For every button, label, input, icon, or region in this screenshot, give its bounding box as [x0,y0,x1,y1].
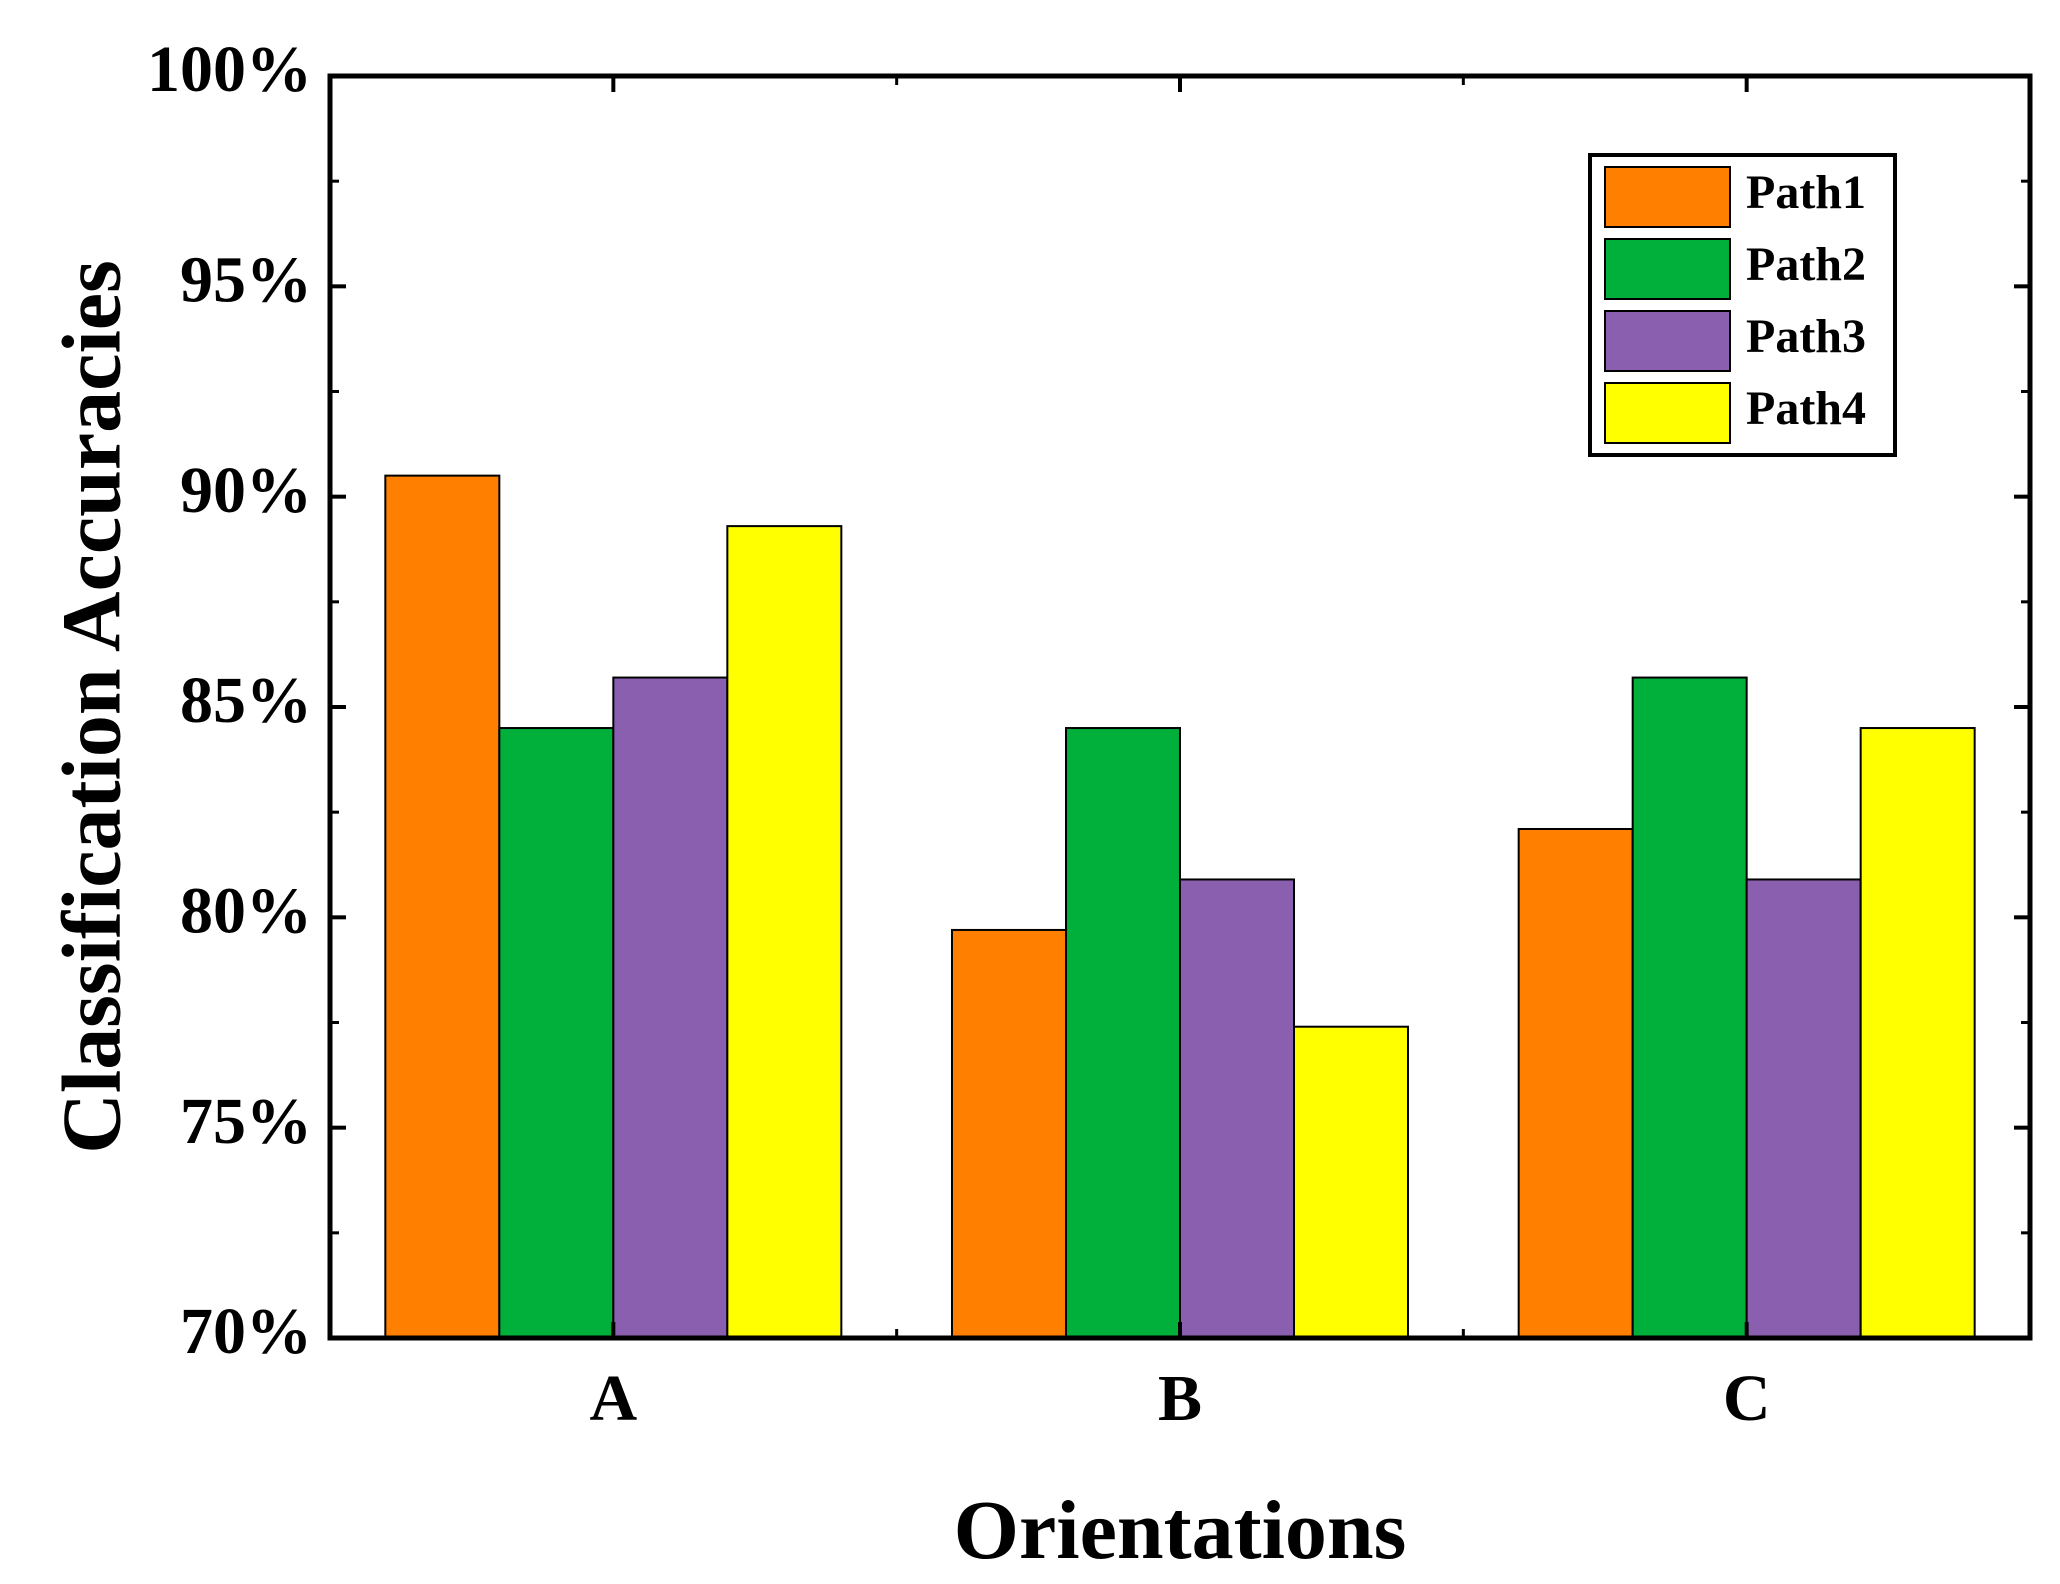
legend-label-path1: Path1 [1746,166,1866,219]
x-tick-label: B [1158,1362,1202,1435]
y-tick-labels: 70% 75% 80% 85% 90% 95% 100% [147,33,312,1368]
bar-path2-a [498,727,615,1339]
y-tick-label: 90% [180,454,312,527]
y-tick-label: 100% [147,33,312,106]
legend: Path1 Path2 Path3 Path4 [1588,153,1897,457]
y-tick-label: 70% [180,1295,312,1368]
bar-path1-c [1517,827,1634,1339]
bar-path3-a [612,676,729,1339]
y-tick-label: 80% [180,874,312,947]
legend-label-path2: Path2 [1746,238,1866,291]
legend-swatch-path2 [1604,238,1731,300]
bar-path1-a [384,474,501,1339]
x-tick-label: C [1723,1362,1771,1435]
bar-path4-a [726,525,843,1339]
bar-path3-b [1179,878,1295,1339]
bar-path2-b [1065,727,1181,1339]
y-tick-label: 95% [180,243,312,316]
bar-path3-c [1745,878,1862,1339]
x-axis-title: Orientations [954,1484,1407,1577]
x-tick-label: A [589,1362,637,1435]
bar-path1-b [951,928,1067,1339]
bar-path2-c [1631,676,1748,1339]
ticks-layer [330,74,2030,1340]
legend-label-path4: Path4 [1746,382,1866,435]
bars-layer [384,474,1976,1339]
legend-label-path3: Path3 [1746,310,1866,363]
y-tick-label: 75% [180,1085,312,1158]
x-tick-labels: A B C [589,1362,1770,1435]
y-axis-title: Classification Accuracies [45,260,138,1154]
legend-items: Path1 Path2 Path3 Path4 [1604,166,1866,444]
bar-path4-b [1293,1025,1409,1339]
legend-swatch-path3 [1604,310,1731,372]
bar-path4-c [1859,727,1976,1339]
legend-swatch-path4 [1604,382,1731,444]
legend-swatch-path1 [1604,166,1731,228]
y-tick-label: 85% [180,664,312,737]
